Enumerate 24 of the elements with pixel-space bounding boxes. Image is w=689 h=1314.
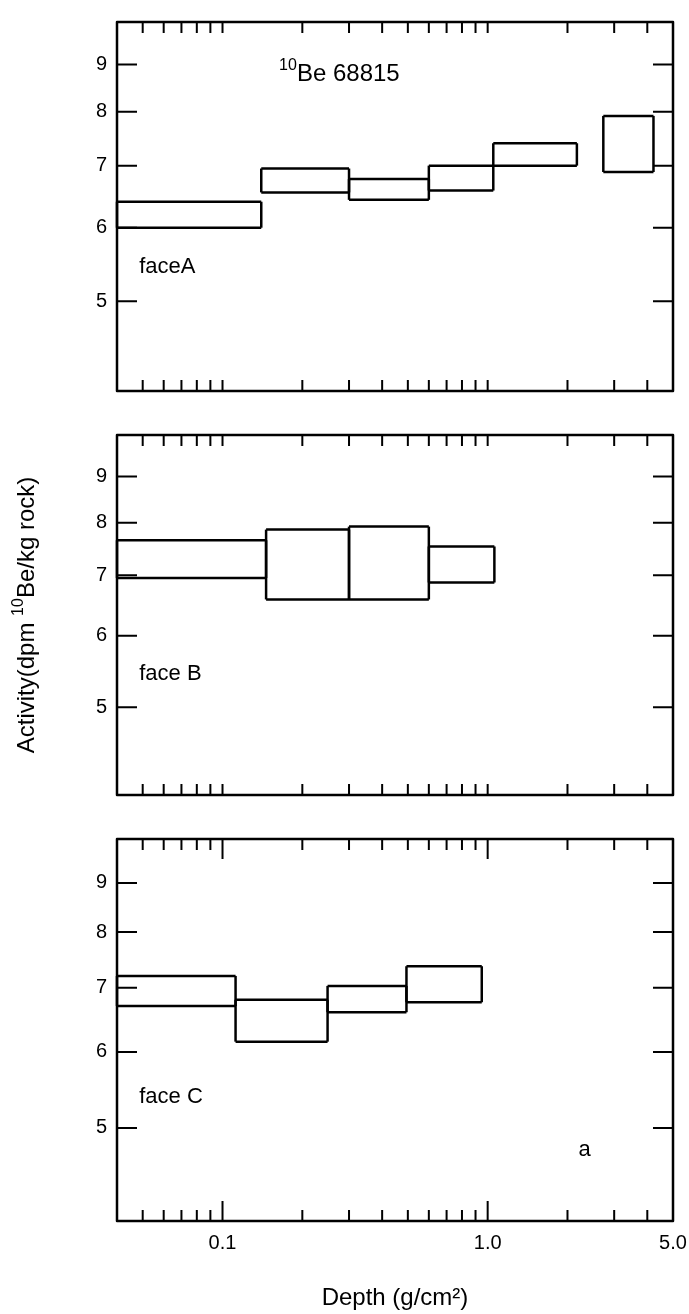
annotation: face C: [139, 1082, 203, 1108]
y-tick-label: 6: [95, 1039, 107, 1062]
y-tick-label: 5: [95, 1115, 107, 1138]
y-tick-label: 7: [95, 562, 107, 585]
x-axis-title: Depth (g/cm²): [321, 1283, 469, 1310]
y-tick-label: 6: [95, 623, 107, 646]
y-tick-label: 8: [95, 99, 107, 122]
y-tick-label: 6: [95, 215, 107, 238]
x-tick-label: 1.0: [473, 1230, 502, 1253]
y-tick-label: 9: [95, 463, 107, 486]
x-tick-label: 0.1: [208, 1230, 237, 1253]
y-tick-label: 5: [95, 694, 107, 717]
y-axis-title: Activity(dpm 10Be/kg rock): [9, 476, 39, 754]
y-tick-label: 7: [95, 153, 107, 176]
y-tick-label: 5: [95, 288, 107, 311]
y-tick-label: 8: [95, 510, 107, 533]
y-tick-label: 7: [95, 975, 107, 998]
x-tick-label: 5.0: [659, 1230, 687, 1253]
y-tick-label: 8: [95, 919, 107, 942]
y-tick-label: 9: [95, 51, 107, 74]
annotation: faceA: [139, 252, 196, 278]
annotation: a: [578, 1136, 592, 1162]
y-tick-label: 9: [95, 870, 107, 893]
annotation: face B: [139, 659, 202, 685]
